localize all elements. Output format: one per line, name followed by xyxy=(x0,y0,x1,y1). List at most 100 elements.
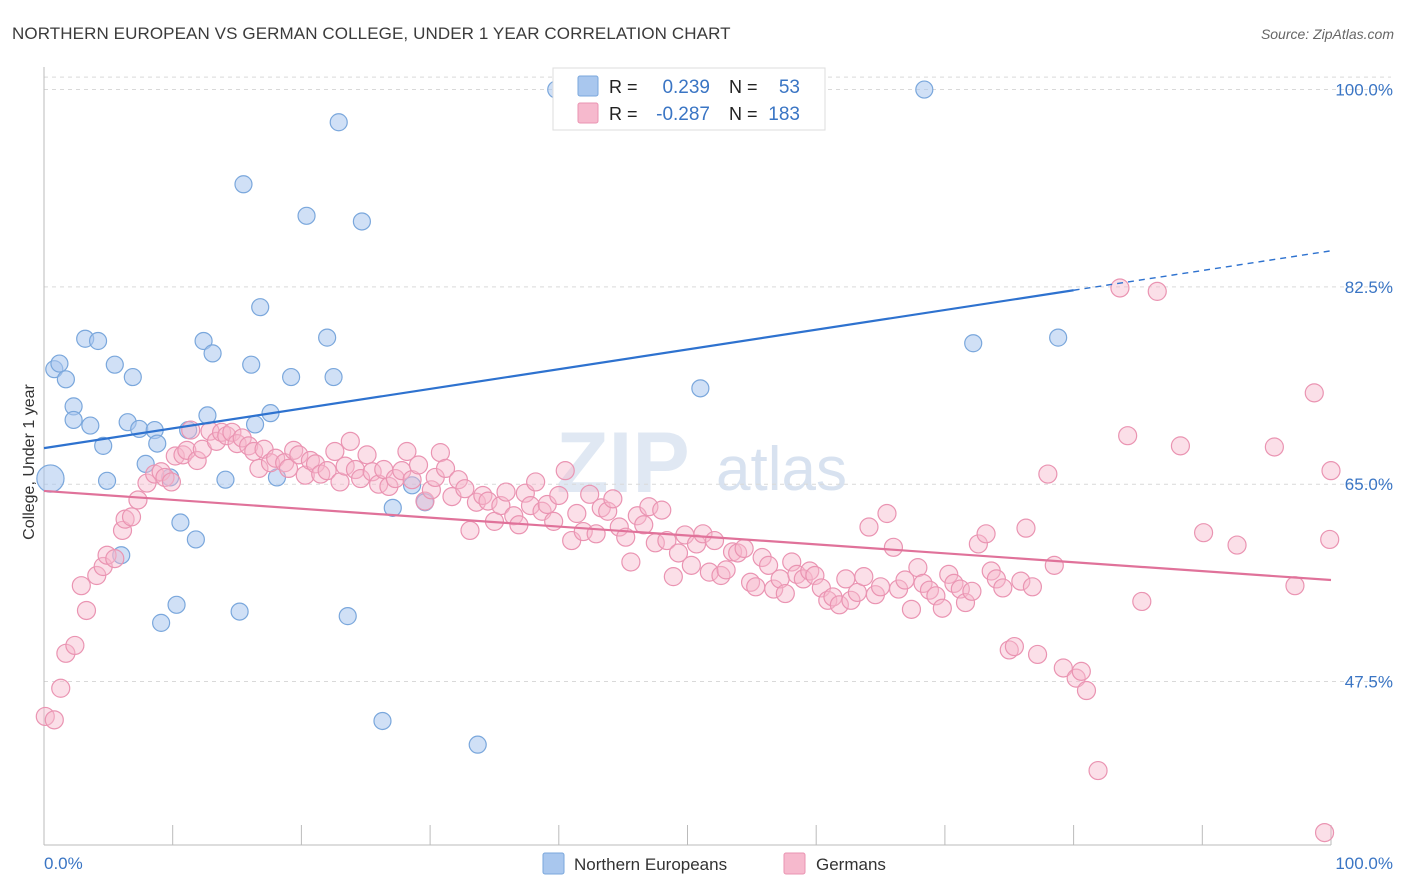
germans-point xyxy=(926,586,946,606)
germans-point xyxy=(968,534,988,554)
germans-point xyxy=(249,458,269,479)
germans-point xyxy=(232,428,252,448)
germans-point xyxy=(1264,437,1284,457)
germans-point xyxy=(1016,518,1036,538)
germans-point xyxy=(473,485,493,506)
germans-point xyxy=(1193,523,1214,543)
germans-point xyxy=(504,506,524,526)
legend-label-germans: Germans xyxy=(816,855,886,874)
germans-point xyxy=(335,456,355,476)
germans-point xyxy=(278,458,299,479)
trend-lines xyxy=(43,250,1332,582)
y-tick-label: 65.0% xyxy=(1345,475,1393,494)
germans-point xyxy=(716,560,736,580)
northern-europeans-point xyxy=(324,367,343,387)
germans-point xyxy=(121,507,142,527)
axes xyxy=(43,67,1332,846)
germans-point xyxy=(526,472,546,492)
legend-n-label: N = xyxy=(729,77,758,97)
germans-point xyxy=(345,459,366,480)
northern-europeans-point xyxy=(216,470,235,489)
northern-europeans-point xyxy=(964,334,983,353)
germans-point xyxy=(266,448,286,468)
northern-europeans-point xyxy=(148,434,167,453)
northern-europeans-point xyxy=(123,367,142,387)
germans-point xyxy=(435,458,456,479)
germans-point xyxy=(161,472,182,492)
northern-europeans-point xyxy=(1049,328,1068,347)
correlation-legend: R = 0.239 N = 53 R = -0.287 N = 183 xyxy=(552,67,826,131)
legend-r-value: 0.239 xyxy=(662,77,710,98)
germans-point xyxy=(76,600,97,621)
legend-swatch-pink xyxy=(577,102,599,124)
germans-point xyxy=(340,431,360,451)
germans-point xyxy=(51,678,71,698)
germans-point xyxy=(357,445,377,465)
germans-point xyxy=(567,503,587,524)
germans-point xyxy=(854,567,874,587)
northern-europeans-point xyxy=(167,595,186,614)
germans-point xyxy=(415,491,435,511)
northern-europeans-point xyxy=(383,498,402,517)
germans-point xyxy=(793,569,813,589)
germans-point xyxy=(1304,383,1324,403)
germans-point xyxy=(1118,426,1138,446)
watermark-atlas: atlas xyxy=(716,435,847,504)
x-tick-label-min: 0.0% xyxy=(44,854,83,873)
northern-europeans-point xyxy=(352,212,371,231)
y-axis-title: College, Under 1 year xyxy=(21,384,38,540)
germans-point xyxy=(681,555,701,575)
germans-point xyxy=(883,537,904,557)
northern-europeans-point xyxy=(691,379,710,398)
germans-point xyxy=(351,468,371,489)
northern-europeans-point xyxy=(251,298,270,317)
northern-europeans-point xyxy=(402,476,422,495)
germans-point xyxy=(93,556,113,577)
northern-europeans-point xyxy=(152,613,171,632)
germans-point xyxy=(187,450,207,471)
germans-point xyxy=(177,440,197,460)
germans-point xyxy=(408,455,429,475)
germans-point xyxy=(823,587,843,607)
y-tick-label: 82.5% xyxy=(1345,278,1393,297)
germans-point xyxy=(586,524,606,544)
germans-point xyxy=(1088,760,1108,781)
legend-swatch-blue xyxy=(577,75,599,97)
series-legend: Northern Europeans Germans xyxy=(542,852,886,875)
northern-europeans-point xyxy=(318,328,337,347)
germans-point xyxy=(775,583,795,604)
germans-point xyxy=(663,567,683,587)
germans-point xyxy=(289,445,309,465)
germans-point xyxy=(222,422,242,442)
germans-point xyxy=(1285,576,1305,596)
germans-point xyxy=(652,500,672,520)
northern-europeans-point xyxy=(88,331,108,351)
germans-point xyxy=(212,422,232,442)
germans-point xyxy=(734,538,754,559)
northern-europeans-point xyxy=(186,530,205,549)
northern-europeans-point xyxy=(97,471,117,490)
northern-europeans-point xyxy=(56,370,75,389)
northern-europeans-point xyxy=(329,113,348,132)
germans-point xyxy=(1314,822,1335,843)
northern-europeans-point xyxy=(282,367,301,387)
germans-point xyxy=(1320,529,1340,550)
northern-europeans-point xyxy=(373,711,392,731)
germans-point xyxy=(300,450,321,471)
germans-point xyxy=(71,576,91,596)
germans-point xyxy=(711,565,731,586)
germans-point xyxy=(325,441,345,462)
northern-europeans-point xyxy=(203,344,222,363)
germans-point xyxy=(1321,461,1341,481)
northern-europeans-point xyxy=(234,175,253,194)
germans-point xyxy=(379,476,399,497)
germans-point xyxy=(746,577,766,597)
northern-europeans-point xyxy=(297,206,316,225)
germans-point xyxy=(1044,555,1064,575)
northern-europeans-point xyxy=(242,355,261,374)
northern-europeans-point xyxy=(50,354,69,373)
germans-point xyxy=(305,454,326,474)
grid-lines xyxy=(44,76,1391,683)
series-northern-europeans-points xyxy=(36,80,1068,754)
germans-point xyxy=(939,564,959,584)
